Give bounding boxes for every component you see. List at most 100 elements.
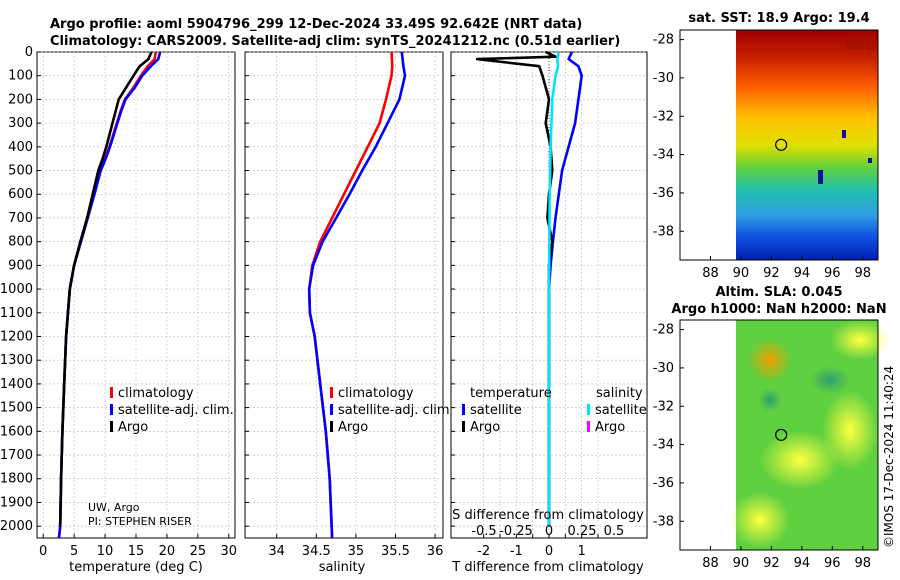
map-x-tick-label: 90 (733, 556, 750, 571)
sla-map-frame (679, 319, 879, 551)
y-tick-label: 1700 (0, 448, 33, 463)
sla-map-title2: Argo h1000: NaN h2000: NaN (671, 302, 886, 317)
legend-swatch-climatology (330, 387, 333, 398)
map-x-tick-label: 96 (824, 556, 841, 571)
sst-map-panel: sat. SST: 18.9 Argo: 19.4 88 90 92 94 96 98 -3… (653, 11, 879, 281)
note-pi: PI: STEPHEN RISER (88, 515, 192, 528)
temperature-xlabel: temperature (deg C) (69, 560, 203, 575)
map-y-tick-label: -32 (653, 399, 674, 414)
salinity-legend: climatology satellite-adj. clim. Argo (330, 386, 454, 435)
y-tick-label: 300 (8, 116, 33, 131)
argo-position-marker (775, 428, 788, 441)
y-tick-label: 1500 (0, 401, 33, 416)
s-diff-tick-labels: -0.5 -0.25 0 0.25 0.5 (471, 524, 624, 539)
sla-map-panel: Altim. SLA: 0.045 Argo h1000: NaN h2000:… (653, 285, 890, 571)
y-tick-label: 200 (8, 92, 33, 107)
map-y-tick-label: -28 (653, 323, 674, 338)
legend-label-t-argo: Argo (470, 420, 500, 435)
s-tick: 0 (545, 524, 553, 539)
legend-label-satellite: satellite-adj. clim. (338, 403, 454, 418)
y-tick-label: 1400 (0, 377, 33, 392)
sst-patch (842, 130, 846, 138)
x-tick-label: 15 (128, 544, 145, 559)
argo-position-marker (775, 138, 788, 151)
x-tick-label: 20 (159, 544, 176, 559)
series-line-s-satellite (547, 51, 561, 527)
s-tick: -0.5 (471, 524, 496, 539)
legend-swatch-t-argo (462, 421, 465, 432)
legend-swatch-argo (110, 421, 113, 432)
series-line-argo (58, 51, 153, 527)
x-tick-label: 34 (268, 544, 285, 559)
sla-features (730, 320, 890, 548)
sla-feature (758, 388, 782, 412)
map-y-tick-label: -30 (653, 71, 674, 86)
map-y-tick-label: -28 (653, 33, 674, 48)
note-institution: UW, Argo (88, 501, 140, 514)
imos-credit: ©IMOS 17-Dec-2024 11:40:24 (882, 366, 896, 548)
map-x-tick-label: 88 (702, 266, 719, 281)
map-y-tick-label: -36 (653, 186, 674, 201)
y-tick-label: 1900 (0, 495, 33, 510)
x-tick-label: 0 (39, 544, 47, 559)
x-tick-label: -2 (477, 544, 490, 559)
series-line-satellite-adj-clim- (307, 51, 407, 539)
legend-swatch-s-argo (587, 421, 590, 432)
sla-map-title1: Altim. SLA: 0.045 (716, 285, 843, 300)
map-y-tick-label: -38 (653, 514, 674, 529)
s-tick: -0.25 (499, 524, 533, 539)
y-tick-label: 2000 (0, 519, 33, 534)
map-y-tick-label: -36 (653, 476, 674, 491)
x-tick-label: 25 (190, 544, 207, 559)
legend-swatch-argo (330, 421, 333, 432)
map-x-tick-label: 90 (733, 266, 750, 281)
map-x-tick-label: 98 (854, 556, 871, 571)
legend-label-climatology: climatology (338, 386, 414, 401)
temperature-panel: 0100200300400500600700800900100011001200… (0, 45, 237, 575)
x-tick-label: 35.5 (381, 544, 410, 559)
sst-map-frame (679, 29, 879, 261)
sla-feature (760, 430, 840, 490)
sla-feature (810, 366, 850, 394)
x-tick-label: 5 (70, 544, 78, 559)
sla-feature (830, 320, 890, 360)
x-tick-label: 0 (545, 544, 553, 559)
legend-swatch-climatology (110, 387, 113, 398)
x-tick-label: 34.5 (302, 544, 331, 559)
map-y-tick-label: -38 (653, 224, 674, 239)
legend-label-argo: Argo (338, 420, 368, 435)
x-tick-label: 30 (221, 544, 238, 559)
difference-legend: temperature salinity satellite Argo sate… (462, 386, 647, 435)
map-x-tick-label: 92 (763, 266, 780, 281)
s-diff-xlabel: S difference from climatology (452, 508, 644, 523)
t-diff-xlabel: T difference from climatology (451, 560, 644, 575)
legend-swatch-s-satellite (587, 404, 590, 415)
y-tick-label: 800 (8, 235, 33, 250)
x-tick-label: -1 (510, 544, 523, 559)
x-tick-label: 10 (97, 544, 114, 559)
sst-patches (818, 36, 874, 184)
difference-panel: -2 -1 0 1 T difference from climatology S d… (450, 50, 648, 575)
sst-patch (846, 36, 874, 50)
map-x-tick-label: 94 (794, 556, 811, 571)
temperature-legend: climatology satellite-adj. clim. Argo (110, 386, 234, 435)
x-tick-label: 1 (578, 544, 586, 559)
legend-swatch-satellite (110, 404, 113, 415)
map-x-tick-label: 88 (702, 556, 719, 571)
salinity-panel: 34 34.5 35 35.5 36 salinity climatology sate… (244, 51, 454, 575)
s-tick: 0.5 (604, 524, 625, 539)
sst-patch (818, 170, 823, 184)
legend-swatch-satellite (330, 404, 333, 415)
legend-label-t-satellite: satellite (470, 403, 522, 418)
y-tick-label: 1300 (0, 353, 33, 368)
sla-feature (730, 492, 790, 548)
sst-patch (868, 158, 872, 163)
map-y-tick-label: -32 (653, 109, 674, 124)
x-tick-label: 35 (348, 544, 365, 559)
y-tick-label: 400 (8, 140, 33, 155)
map-y-tick-label: -30 (653, 361, 674, 376)
y-tick-label: 1200 (0, 329, 33, 344)
sst-field (736, 30, 878, 260)
map-x-tick-label: 94 (794, 266, 811, 281)
y-tick-label: 1800 (0, 472, 33, 487)
